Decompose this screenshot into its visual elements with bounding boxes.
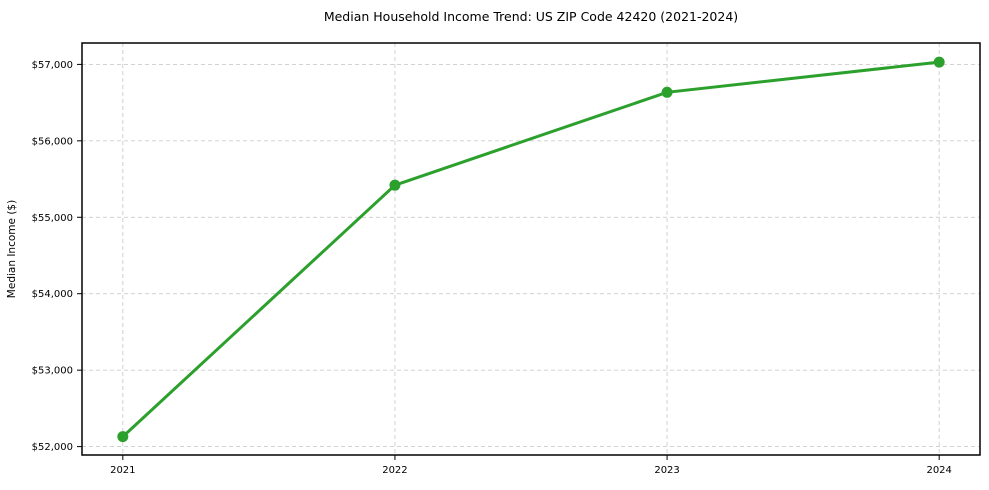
grid-layer: [82, 43, 980, 455]
y-tick-label: $56,000: [32, 136, 73, 147]
y-tick-label: $53,000: [32, 366, 73, 377]
plot-border: [81, 42, 981, 456]
y-tick-label: $57,000: [32, 60, 73, 71]
y-tick-label: $52,000: [32, 442, 73, 453]
tick-layer: $52,000 $53,000 $54,000 $55,000 $56,000 $57,0…: [32, 42, 981, 476]
chart-title: Median Household Income Trend: US ZIP Co…: [324, 9, 738, 24]
x-tick-label: 2021: [110, 465, 135, 476]
y-axis-label: Median Income ($): [6, 200, 18, 298]
x-tick-label: 2023: [654, 465, 679, 476]
trend-line: [121, 60, 941, 439]
x-tick-label: 2024: [926, 465, 951, 476]
data-point: [389, 179, 401, 191]
y-tick-label: $54,000: [32, 289, 73, 300]
data-point: [117, 431, 129, 443]
y-tick-label: $55,000: [32, 213, 73, 224]
series-layer: [117, 56, 945, 443]
x-tick-label: 2022: [382, 465, 407, 476]
data-point: [661, 86, 673, 98]
data-point: [933, 56, 945, 68]
